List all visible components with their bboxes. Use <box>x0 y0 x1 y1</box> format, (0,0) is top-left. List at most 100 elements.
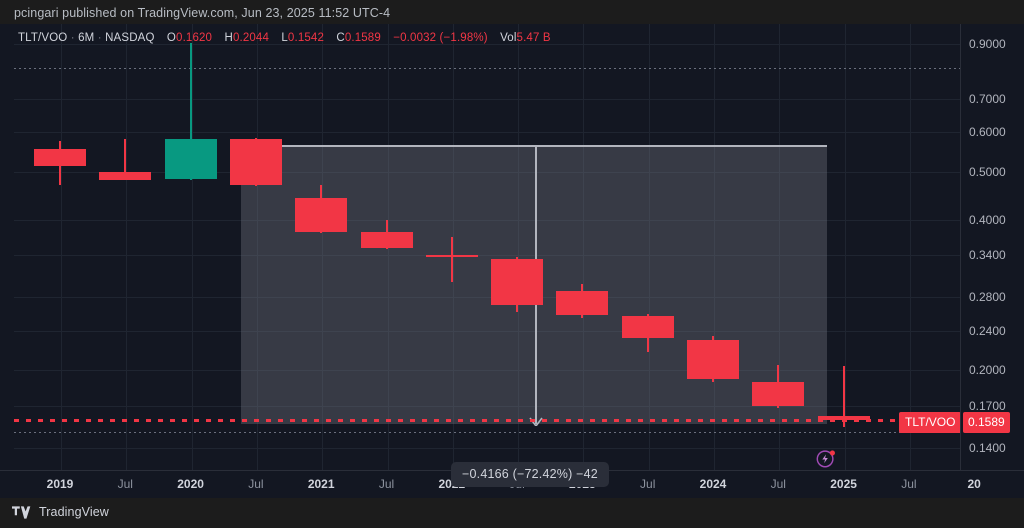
price-axis-tick: 0.9000 <box>969 37 1006 51</box>
candlestick[interactable] <box>164 42 217 180</box>
grid-line-horizontal <box>14 99 960 100</box>
measurement-top-edge[interactable] <box>241 145 827 147</box>
candlestick[interactable] <box>99 139 152 181</box>
candlestick-body <box>34 148 86 167</box>
legend-interval[interactable]: 6M <box>78 32 95 44</box>
legend-volume-label: Vol <box>500 32 517 44</box>
price-axis-tick: 0.7000 <box>969 91 1006 106</box>
price-axis-tick: 0.6000 <box>969 125 1006 140</box>
legend-separator-1: · <box>70 32 75 44</box>
legend-open-value: 0.1620 <box>176 32 213 44</box>
time-axis-tick: Jul <box>901 477 917 491</box>
time-axis-tick: Jul <box>640 477 656 491</box>
candlestick[interactable] <box>556 283 609 318</box>
candlestick-wick <box>189 42 192 180</box>
footer: TradingView <box>12 505 109 519</box>
candlestick[interactable] <box>687 336 739 382</box>
grid-line-horizontal <box>14 172 960 173</box>
candlestick-body <box>817 416 870 421</box>
grid-line-vertical <box>126 24 127 470</box>
time-axis-tick: Jul <box>770 477 786 491</box>
price-axis-tick: 0.1700 <box>969 398 1006 413</box>
time-axis-tick: Jul <box>248 477 264 491</box>
grid-line-horizontal <box>14 448 960 449</box>
legend-high-value: 0.2044 <box>232 32 270 44</box>
candlestick[interactable] <box>34 141 86 186</box>
candlestick-body <box>621 316 674 339</box>
candlestick-body <box>229 139 282 186</box>
earnings-event-marker-icon[interactable] <box>815 447 837 469</box>
grid-line-horizontal <box>14 255 960 256</box>
candlestick[interactable] <box>491 256 544 312</box>
legend-high-label: H <box>224 32 233 44</box>
grid-line-vertical <box>192 24 193 470</box>
candlestick-body <box>360 231 413 248</box>
candlestick[interactable] <box>360 220 413 250</box>
grid-line-vertical <box>910 24 911 470</box>
time-axis-tick: 2024 <box>699 477 727 491</box>
candlestick-body <box>425 255 478 258</box>
time-axis-tick: 2021 <box>307 477 335 491</box>
legend-symbol[interactable]: TLT/VOO <box>18 32 68 44</box>
price-axis-tick: 0.2800 <box>969 290 1006 305</box>
legend-exchange: NASDAQ <box>105 32 155 44</box>
price-axis-tick: 0.2400 <box>969 323 1006 338</box>
legend-open-label: O <box>166 32 177 44</box>
time-axis-tick: 2020 <box>177 477 204 491</box>
legend-close-label: C <box>336 32 345 44</box>
legend-volume-value: 5.47 B <box>516 32 551 44</box>
candlestick[interactable] <box>229 137 282 186</box>
price-axis-tick: 0.1400 <box>969 440 1006 455</box>
price-axis-tick: 0.3400 <box>969 248 1006 263</box>
chart-pane[interactable]: TLT/VOO TLT/VOO · 6M · NASDAQ O0.1620 H0… <box>0 24 1024 487</box>
grid-line-vertical <box>322 24 323 470</box>
grid-line-horizontal <box>14 297 960 298</box>
candlestick[interactable] <box>425 236 478 283</box>
grid-line-horizontal <box>14 331 960 332</box>
footer-brand: TradingView <box>39 505 109 519</box>
symbol-price-badge[interactable]: TLT/VOO <box>899 412 960 434</box>
grid-line-vertical <box>257 24 258 470</box>
candlestick-body <box>99 171 152 180</box>
attribution-text: pcingari published on TradingView.com, J… <box>14 6 391 20</box>
price-axis-tick: 0.2000 <box>969 363 1006 378</box>
candlestick[interactable] <box>752 365 805 409</box>
candlestick-body <box>164 139 217 179</box>
legend-separator-2: · <box>97 32 102 44</box>
candlestick-body <box>491 258 544 306</box>
grid-line-vertical <box>518 24 519 470</box>
candlestick-wick <box>450 236 453 283</box>
candlestick[interactable] <box>295 185 348 233</box>
measurement-tooltip: −0.4166 (−72.42%) −42 <box>451 462 609 487</box>
price-axis-tick: 0.5000 <box>969 164 1006 179</box>
plot-area[interactable]: TLT/VOO <box>14 24 960 470</box>
candlestick[interactable] <box>621 313 674 352</box>
grid-line-vertical <box>714 24 715 470</box>
candlestick-body <box>295 198 348 232</box>
legend-low-label: L <box>281 32 288 44</box>
grid-line-horizontal <box>14 44 960 45</box>
time-axis-tick: Jul <box>117 477 133 491</box>
candlestick-body <box>556 291 609 316</box>
price-axis[interactable]: 0.9000 0.7000 0.6000 0.5000 0.4000 0.3400 0.28… <box>960 24 1024 470</box>
price-axis-tick: 0.4000 <box>969 213 1006 228</box>
tradingview-logo-icon <box>12 505 31 519</box>
candlestick-body <box>752 381 805 406</box>
current-price-badge[interactable]: 0.1589 <box>963 412 1010 434</box>
chart-legend: TLT/VOO · 6M · NASDAQ O0.1620 H0.2044 L0… <box>18 32 551 44</box>
legend-low-value: 0.1542 <box>287 32 324 44</box>
legend-close-value: 0.1589 <box>344 32 381 44</box>
candlestick[interactable] <box>817 365 870 427</box>
time-axis-tick: 2025 <box>830 477 857 491</box>
time-axis-tick: Jul <box>378 477 395 491</box>
candlestick-wick <box>842 365 845 427</box>
grid-line-horizontal <box>14 220 960 221</box>
grid-line-vertical <box>649 24 650 470</box>
lower-dotted-guide-line <box>14 432 960 433</box>
grid-line-vertical <box>779 24 780 470</box>
candlestick-body <box>687 340 739 380</box>
time-axis-tick: 2019 <box>46 477 74 491</box>
grid-line-horizontal <box>14 370 960 371</box>
grid-line-vertical <box>583 24 584 470</box>
